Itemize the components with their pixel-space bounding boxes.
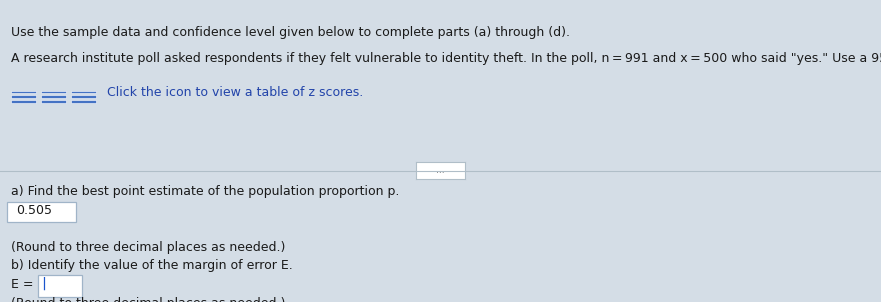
Text: Use the sample data and confidence level given below to complete parts (a) throu: Use the sample data and confidence level… (11, 26, 571, 39)
Text: E =: E = (11, 278, 34, 291)
Text: A research institute poll asked respondents if they felt vulnerable to identity : A research institute poll asked responde… (11, 52, 881, 65)
Text: ...: ... (436, 166, 445, 175)
Text: (Round to three decimal places as needed.): (Round to three decimal places as needed… (11, 297, 285, 302)
FancyBboxPatch shape (11, 91, 36, 93)
FancyBboxPatch shape (41, 100, 66, 103)
Text: ▏: ▏ (43, 277, 53, 290)
FancyBboxPatch shape (7, 202, 76, 222)
FancyBboxPatch shape (71, 100, 96, 103)
Text: Click the icon to view a table of z scores.: Click the icon to view a table of z scor… (107, 86, 363, 99)
Text: (Round to three decimal places as needed.): (Round to three decimal places as needed… (11, 241, 285, 254)
Text: a) Find the best point estimate of the population proportion p.: a) Find the best point estimate of the p… (11, 185, 400, 198)
FancyBboxPatch shape (41, 91, 66, 93)
FancyBboxPatch shape (11, 95, 36, 98)
Text: b) Identify the value of the margin of error E.: b) Identify the value of the margin of e… (11, 259, 293, 271)
FancyBboxPatch shape (38, 275, 82, 297)
FancyBboxPatch shape (71, 91, 96, 93)
FancyBboxPatch shape (71, 95, 96, 98)
FancyBboxPatch shape (41, 95, 66, 98)
Text: 0.505: 0.505 (16, 204, 52, 217)
FancyBboxPatch shape (11, 100, 36, 103)
